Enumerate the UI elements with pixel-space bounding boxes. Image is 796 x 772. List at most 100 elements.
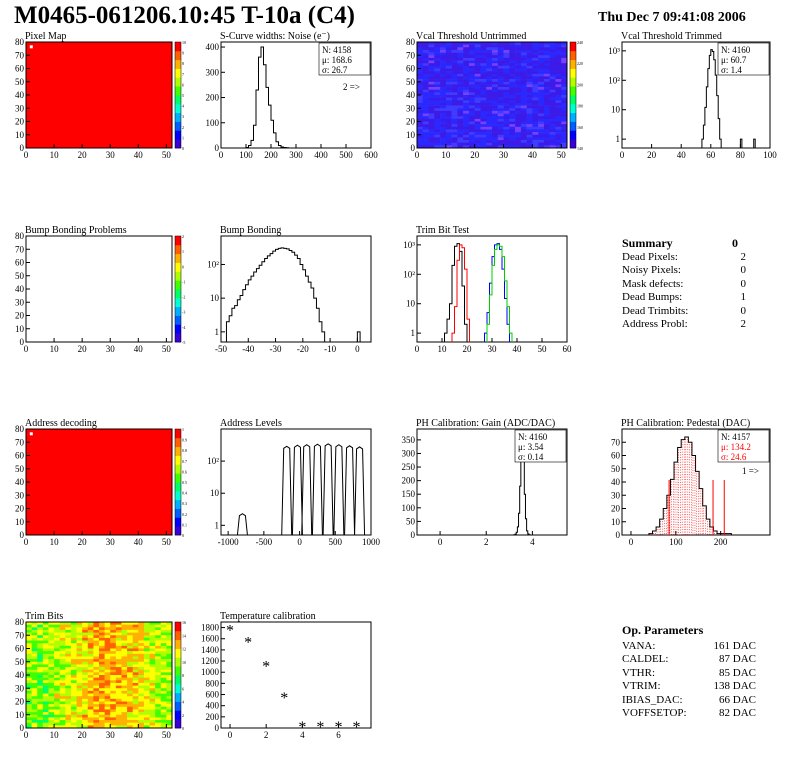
heatmap-cell (42, 693, 49, 697)
heatmap-cell (76, 637, 83, 641)
heatmap-cell (99, 629, 105, 633)
heatmap-cell (48, 714, 55, 718)
heatmap-cell (445, 118, 452, 122)
heatmap-cell (155, 656, 162, 660)
heatmap-cell (538, 92, 545, 96)
colorbar-segment (175, 236, 181, 246)
colorbar-segment (175, 59, 181, 69)
heatmap-cell (480, 134, 487, 138)
heatmap-cell (503, 126, 510, 130)
heatmap-cell (520, 100, 527, 104)
heatmap-cell (417, 68, 424, 72)
heatmap-cell (497, 68, 504, 72)
heatmap-cell (138, 688, 145, 692)
heatmap-cell (138, 651, 145, 655)
heatmap-cell (428, 92, 435, 96)
heatmap-cell (65, 624, 72, 628)
param-label: VOFFSETOP: (622, 707, 687, 719)
heatmap-cell (549, 129, 556, 133)
heatmap-cell (166, 645, 173, 649)
heatmap-cell (76, 712, 83, 716)
summary-value: 0 (740, 264, 747, 276)
heatmap-cell (561, 47, 568, 51)
heatmap-cell (509, 81, 516, 85)
heatmap-cell (149, 640, 156, 644)
heatmap-cell (48, 672, 55, 676)
heatmap-cell (538, 71, 545, 75)
heatmap-cell (127, 648, 133, 652)
heatmap-cell (538, 73, 545, 77)
heatmap-cell (497, 71, 504, 75)
heatmap-cell (526, 129, 533, 133)
heatmap-cell (160, 696, 167, 700)
heatmap-cell (26, 714, 32, 718)
colorbar-label: 12 (182, 647, 186, 652)
heatmap-cell (160, 698, 167, 702)
heatmap-cell (59, 667, 66, 670)
heatmap-cell (31, 675, 38, 678)
heatmap-cell (555, 44, 562, 48)
heatmap-cell (59, 640, 66, 644)
heatmap-cell (31, 706, 38, 710)
x-tick-label: 10 (438, 344, 448, 354)
heatmap-cell (54, 656, 60, 660)
heatmap-cell (48, 677, 55, 681)
colorbar-label: 0.1 (182, 522, 187, 527)
heatmap-cell (37, 667, 44, 670)
heatmap-cell (70, 688, 77, 692)
heatmap-cell (99, 627, 105, 631)
heatmap-cell (468, 124, 475, 128)
heatmap-cell (104, 645, 111, 649)
heatmap-cell (474, 52, 481, 56)
heatmap-cell (543, 134, 550, 138)
heatmap-cell (422, 65, 429, 69)
heatmap-cell (538, 55, 545, 59)
heatmap-cell (492, 134, 499, 138)
heatmap-cell (486, 84, 493, 88)
heatmap-cell (492, 113, 499, 117)
heatmap-cell (561, 55, 568, 59)
heatmap-cell (26, 682, 32, 686)
heatmap-cell (59, 643, 66, 647)
heatmap-cell (26, 624, 32, 628)
heatmap-cell (468, 126, 475, 130)
heatmap-cell (93, 651, 100, 655)
heatmap-cell (99, 643, 105, 647)
heatmap-cell (474, 87, 481, 90)
y-tick-label: 800 (206, 678, 220, 688)
heatmap-cells (26, 429, 172, 535)
colorbar-label: -3 (182, 310, 185, 315)
heatmap-cell (515, 63, 522, 67)
heatmap-cell (555, 76, 562, 80)
heatmap-cell (486, 108, 493, 112)
heatmap-cell (121, 725, 128, 729)
x-tick-label: 40 (677, 150, 687, 160)
colorbar-segment (175, 68, 181, 78)
heatmap-cell (440, 137, 447, 141)
heatmap-cell (127, 682, 133, 686)
x-tick-label: 50 (162, 730, 172, 740)
heatmap-cell (561, 71, 568, 75)
colorbar-segment (175, 306, 181, 316)
heatmap-cell (463, 145, 470, 149)
heatmap-cell (149, 669, 156, 673)
heatmap-cell (538, 105, 545, 109)
heatmap-cell (70, 698, 77, 702)
x-tick-label: 30 (106, 150, 116, 160)
heatmap-cell (515, 68, 522, 72)
heatmap-cell (445, 84, 452, 88)
heatmap-cell (509, 44, 516, 48)
heatmap-cell (87, 714, 94, 718)
heatmap-cell (70, 637, 77, 641)
heatmap-cell (99, 632, 105, 636)
heatmap-cell (115, 645, 122, 649)
heatmap-cell (543, 92, 550, 96)
heatmap-cell (59, 709, 66, 713)
heatmap-cell (132, 635, 139, 639)
heatmap-cell (543, 65, 550, 69)
heatmap-cell (492, 79, 499, 83)
heatmap-cell (48, 648, 55, 652)
heatmap-cell (138, 677, 145, 681)
heatmap-cell (417, 79, 424, 83)
y-tick-label: 300 (402, 448, 416, 458)
